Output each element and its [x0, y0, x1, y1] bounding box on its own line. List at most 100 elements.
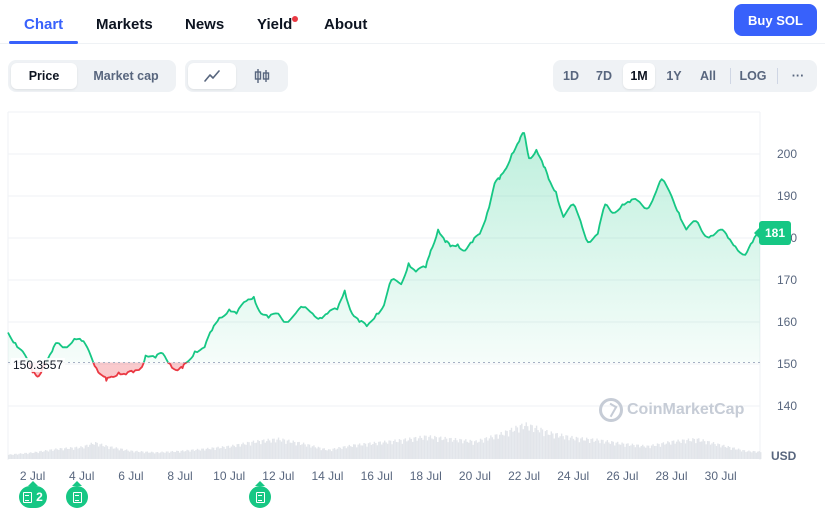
range-all-button[interactable]: All: [700, 69, 716, 83]
volume-bar: [385, 442, 387, 459]
range-1d-button[interactable]: 1D: [563, 69, 579, 83]
volume-bar: [512, 431, 514, 459]
range-7d-button[interactable]: 7D: [596, 69, 612, 83]
x-tick-label: 26 Jul: [606, 469, 638, 483]
volume-bar: [414, 436, 417, 459]
volume-bar: [242, 442, 244, 459]
volume-bar: [314, 447, 317, 459]
volume-bar: [248, 442, 250, 459]
volume-bar: [153, 453, 156, 459]
volume-bar: [618, 444, 620, 459]
tab-chart[interactable]: Chart: [24, 16, 64, 33]
volume-bar: [146, 451, 149, 459]
y-tick-label: 170: [777, 273, 797, 287]
volume-bar: [541, 429, 544, 459]
volume-bar: [327, 449, 330, 459]
volume-bar: [656, 443, 659, 459]
volume-bar: [400, 439, 402, 459]
volume-bar: [703, 441, 706, 459]
volume-bar: [614, 445, 616, 459]
volume-bar: [581, 437, 583, 459]
volume-bar: [631, 443, 634, 459]
volume-bar: [578, 442, 581, 459]
volume-bar: [737, 448, 740, 459]
market-cap-button[interactable]: Market cap: [93, 69, 159, 83]
volume-bar: [261, 440, 264, 459]
volume-bar: [465, 439, 467, 459]
volume-bar: [257, 439, 259, 459]
volume-bar: [285, 443, 287, 459]
volume-bar: [525, 422, 527, 459]
volume-bar: [379, 441, 381, 459]
volume-bar: [590, 438, 592, 459]
volume-bar: [501, 434, 504, 459]
volume-bar: [472, 444, 474, 459]
price-marketcap-toggle: Price Market cap: [8, 60, 176, 92]
tab-yield[interactable]: Yield: [257, 16, 293, 33]
volume-bar: [21, 453, 23, 459]
volume-bar: [31, 453, 33, 459]
volume-bar: [333, 448, 336, 459]
more-options-button[interactable]: ···: [791, 69, 805, 83]
tab-markets[interactable]: Markets: [96, 16, 153, 33]
volume-bar: [96, 442, 98, 459]
volume-bar: [544, 431, 547, 459]
volume-bar: [33, 452, 35, 459]
volume-bar: [665, 443, 668, 459]
volume-bar: [304, 444, 306, 459]
volume-bar: [274, 442, 277, 459]
volume-bar: [429, 435, 432, 459]
volume-bar: [280, 441, 283, 459]
volume-bar: [100, 443, 103, 459]
volume-bar: [622, 443, 625, 459]
volume-bar: [462, 443, 464, 459]
tab-about[interactable]: About: [324, 16, 368, 33]
volume-bar: [78, 447, 81, 459]
candlestick-button[interactable]: [239, 63, 285, 89]
volume-bar: [435, 437, 438, 459]
volume-bar: [291, 442, 293, 459]
volume-bar: [566, 435, 569, 459]
volume-bar: [546, 429, 548, 459]
volume-bar: [97, 446, 100, 459]
volume-bar: [212, 447, 215, 459]
volume-bar: [559, 436, 561, 459]
volume-bar: [543, 436, 545, 459]
volume-bar: [499, 434, 501, 459]
volume-bar: [46, 450, 48, 459]
volume-bar: [112, 448, 115, 459]
volume-bar: [103, 446, 106, 459]
volume-bar: [65, 447, 67, 459]
volume-bar: [760, 452, 762, 459]
buy-sol-button[interactable]: Buy SOL: [734, 4, 817, 36]
volume-bar: [599, 443, 601, 459]
event-marker-2[interactable]: 2: [19, 481, 47, 508]
volume-bar: [152, 452, 154, 459]
range-1m-button[interactable]: 1M: [623, 63, 655, 89]
tab-news[interactable]: News: [185, 16, 225, 33]
volume-bar: [236, 444, 238, 459]
watermark-text: CoinMarketCap: [627, 401, 745, 418]
log-scale-button[interactable]: LOG: [739, 69, 767, 83]
price-button[interactable]: Price: [11, 63, 77, 89]
event-marker-12jul[interactable]: [249, 481, 271, 508]
volume-bar: [168, 452, 171, 459]
volume-bar: [535, 425, 538, 459]
volume-bar: [752, 450, 755, 459]
volume-bar: [139, 452, 141, 459]
volume-bar: [481, 439, 483, 459]
range-1y-button[interactable]: 1Y: [666, 69, 682, 83]
volume-bar: [252, 440, 255, 459]
volume-bar: [162, 452, 165, 459]
volume-bar: [173, 451, 175, 459]
line-chart-button[interactable]: [188, 63, 236, 89]
volume-bar: [181, 450, 184, 459]
volume-bar: [251, 441, 253, 459]
volume-bar: [336, 448, 339, 459]
volume-bar: [515, 425, 517, 459]
volume-bar: [44, 450, 47, 459]
event-marker-4jul[interactable]: [66, 481, 88, 508]
volume-bar: [170, 451, 172, 459]
volume-bar: [441, 440, 443, 459]
